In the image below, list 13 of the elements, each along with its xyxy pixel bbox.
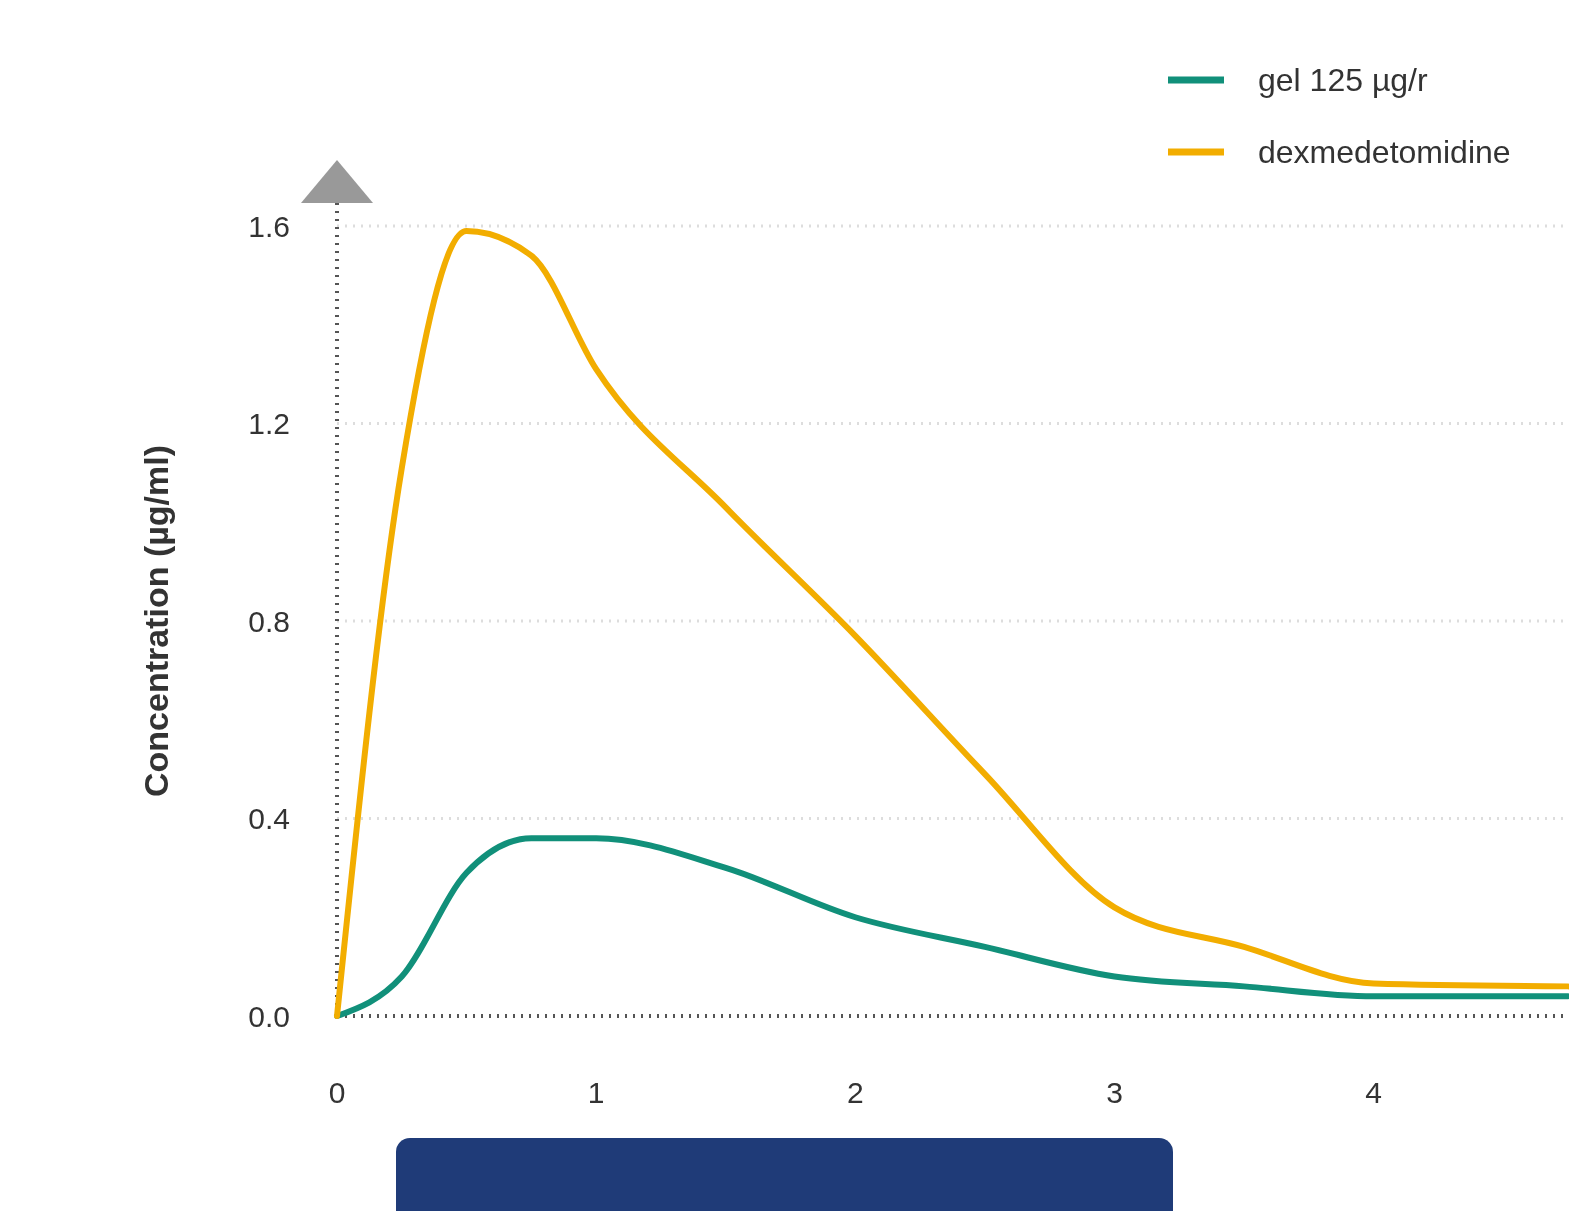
y-tick-label: 0.0 <box>248 999 290 1033</box>
y-tick-label: 0.8 <box>248 604 290 638</box>
legend-label: gel 125 µg/r <box>1258 62 1428 99</box>
x-tick-label: 2 <box>846 1076 864 1109</box>
x-tick-label: 4 <box>1365 1076 1382 1109</box>
x-tick-label: 3 <box>1106 1076 1123 1109</box>
x-tick-label: 1 <box>587 1076 605 1109</box>
y-axis-title: Concentration (µg/ml) <box>137 444 175 798</box>
y-tick-label: 0.4 <box>248 802 290 835</box>
legend-label: dexmedetomidine <box>1258 134 1511 171</box>
y-tick-label: 1.2 <box>248 407 290 440</box>
x-tick-label: 0 <box>328 1076 346 1109</box>
y-tick-label: 1.6 <box>248 209 290 243</box>
